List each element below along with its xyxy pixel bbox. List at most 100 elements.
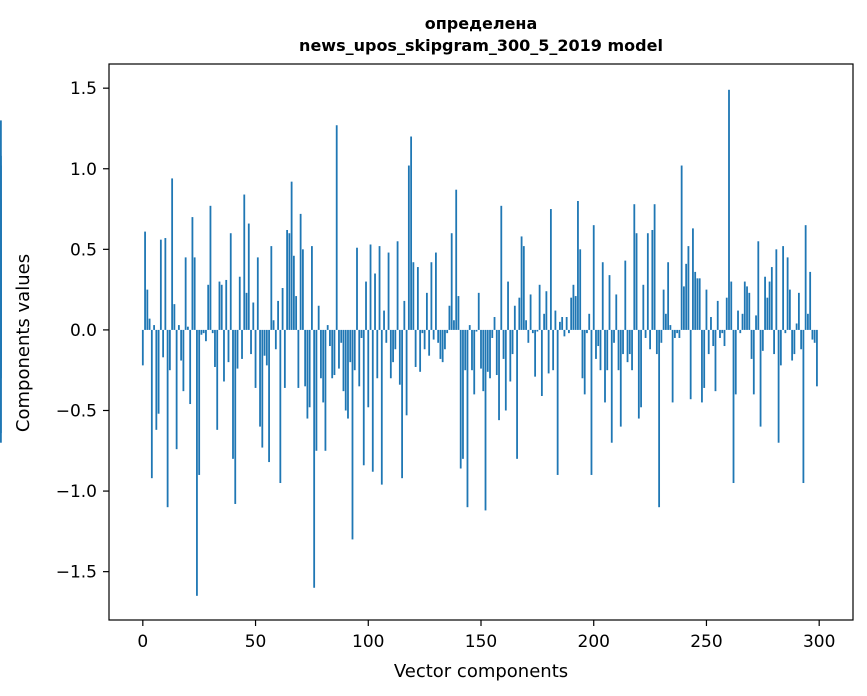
bar	[371, 329, 374, 472]
bar	[692, 228, 694, 330]
bar	[683, 286, 685, 330]
bar	[166, 329, 169, 508]
bar	[236, 329, 239, 369]
bar	[180, 329, 183, 361]
bar	[486, 329, 489, 372]
bar	[338, 329, 340, 369]
bar	[218, 281, 221, 330]
bar	[725, 297, 728, 330]
bar	[570, 297, 573, 330]
bar	[651, 229, 654, 330]
bar	[369, 244, 372, 330]
bar	[730, 281, 733, 330]
bar	[770, 267, 773, 330]
bar	[162, 329, 165, 358]
bar	[396, 241, 399, 330]
y-tick-label: 1.0	[70, 160, 97, 180]
bar	[223, 329, 225, 382]
bar	[446, 329, 449, 334]
bar	[748, 292, 751, 330]
bar	[259, 329, 261, 427]
bar	[701, 329, 703, 403]
bar	[543, 313, 546, 330]
bar	[256, 257, 259, 330]
bar	[667, 262, 670, 330]
bar	[698, 278, 701, 330]
bar	[277, 300, 279, 330]
bar	[283, 329, 286, 388]
bar	[809, 271, 812, 330]
bar	[464, 329, 467, 371]
bar	[816, 329, 818, 387]
bar	[362, 329, 365, 466]
bar	[214, 329, 216, 367]
bar	[552, 329, 555, 371]
bar	[705, 289, 708, 330]
bar	[588, 313, 591, 330]
bar	[421, 329, 424, 334]
bar	[606, 329, 609, 371]
bar	[196, 329, 198, 596]
bar	[301, 249, 304, 330]
bar	[556, 329, 559, 475]
bar	[583, 329, 586, 395]
bar	[389, 329, 392, 379]
bar	[649, 329, 651, 350]
bar	[507, 281, 509, 330]
bar	[383, 310, 385, 330]
bar	[234, 329, 237, 504]
bar	[146, 289, 149, 330]
bar	[534, 329, 537, 377]
bar	[471, 329, 473, 371]
bar	[802, 329, 805, 484]
bar	[644, 329, 647, 338]
bar	[633, 204, 636, 330]
bar	[261, 329, 264, 448]
bar	[671, 329, 674, 403]
bar	[322, 329, 325, 403]
bar	[439, 329, 442, 359]
bar	[430, 262, 433, 330]
bar	[610, 329, 613, 443]
bar	[728, 89, 730, 330]
bar	[297, 329, 300, 388]
bar	[295, 296, 298, 330]
bar	[320, 329, 322, 379]
bar	[807, 313, 809, 330]
bar	[232, 329, 234, 459]
bar	[448, 305, 451, 330]
bar	[597, 329, 600, 347]
bar	[459, 329, 462, 469]
bar	[703, 329, 706, 388]
bar	[495, 329, 498, 376]
bar	[272, 320, 275, 330]
bar	[482, 329, 485, 392]
bar	[498, 329, 500, 421]
bar	[568, 329, 570, 334]
bar	[579, 249, 582, 330]
bar	[522, 246, 525, 330]
bar	[755, 315, 757, 330]
bar	[732, 329, 735, 484]
bar	[428, 329, 431, 356]
bar	[191, 217, 194, 330]
bar	[193, 257, 196, 330]
bar	[590, 329, 593, 475]
bar	[247, 223, 250, 330]
bar	[365, 281, 367, 330]
bar	[340, 329, 343, 343]
bar	[653, 204, 656, 330]
x-axis: 0 50 100 150 200 250 300	[137, 620, 835, 652]
bar	[531, 329, 534, 334]
bar	[437, 329, 440, 343]
bar	[349, 329, 352, 363]
bar	[207, 284, 210, 330]
bar	[211, 329, 214, 334]
bar	[734, 329, 737, 395]
bar	[813, 329, 816, 343]
bar	[432, 329, 435, 340]
bar	[642, 284, 645, 330]
bar	[394, 329, 397, 350]
bar	[153, 325, 155, 330]
bar	[164, 238, 167, 330]
